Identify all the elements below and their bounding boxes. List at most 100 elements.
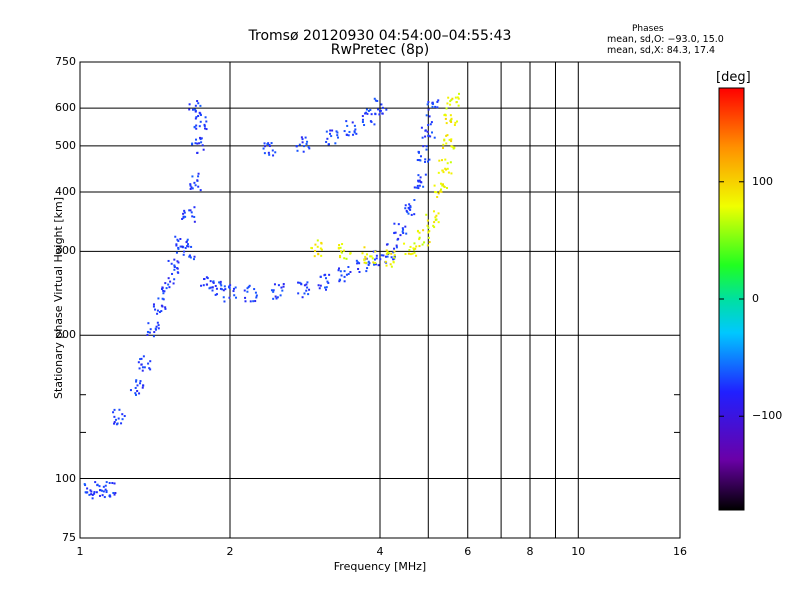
data-point xyxy=(385,108,388,111)
data-point xyxy=(345,120,348,123)
data-point xyxy=(93,491,96,494)
data-point xyxy=(345,257,348,260)
data-point xyxy=(177,247,180,250)
data-point xyxy=(140,357,143,360)
data-point xyxy=(343,130,346,133)
data-point xyxy=(390,252,393,255)
data-point xyxy=(103,496,106,499)
data-point xyxy=(175,251,178,254)
data-point xyxy=(444,167,447,170)
data-point xyxy=(102,490,105,493)
data-point xyxy=(152,303,155,306)
data-point xyxy=(94,481,97,484)
data-point xyxy=(171,272,174,275)
data-point xyxy=(393,247,396,250)
data-point xyxy=(320,248,323,251)
data-point xyxy=(427,236,430,239)
data-point xyxy=(316,245,319,248)
data-point xyxy=(435,214,438,217)
data-point xyxy=(164,282,167,285)
x-tick-label: 4 xyxy=(376,545,384,558)
data-point xyxy=(246,290,249,293)
data-point xyxy=(319,247,322,250)
data-point xyxy=(375,257,378,260)
data-point xyxy=(305,142,308,145)
data-point xyxy=(373,263,376,266)
data-point xyxy=(426,219,429,222)
colorbar-tick-label: 100 xyxy=(752,174,773,188)
data-point xyxy=(184,215,187,218)
data-point xyxy=(198,125,201,128)
data-point xyxy=(200,141,203,144)
data-point xyxy=(429,123,432,126)
data-point xyxy=(198,142,201,145)
data-point xyxy=(268,153,271,156)
data-point xyxy=(337,269,340,272)
data-point xyxy=(457,97,460,100)
data-point xyxy=(202,148,205,151)
data-point xyxy=(282,285,285,288)
data-point xyxy=(181,245,184,248)
data-point xyxy=(219,287,222,290)
data-point xyxy=(457,104,460,107)
data-point xyxy=(282,283,285,286)
data-point xyxy=(363,258,366,261)
data-point xyxy=(169,280,172,283)
data-point xyxy=(101,494,104,497)
data-point xyxy=(268,144,271,147)
data-point xyxy=(308,147,311,150)
data-point xyxy=(301,138,304,141)
data-point xyxy=(211,286,214,289)
data-point xyxy=(374,250,377,253)
data-point xyxy=(102,485,105,488)
data-point xyxy=(112,411,115,414)
data-point xyxy=(393,232,396,235)
data-point xyxy=(381,112,384,115)
data-point xyxy=(274,295,277,298)
data-point xyxy=(162,289,165,292)
data-point xyxy=(232,290,235,293)
data-point xyxy=(176,238,179,241)
data-point xyxy=(338,280,341,283)
data-point xyxy=(393,222,396,225)
data-point xyxy=(105,481,108,484)
data-point xyxy=(181,217,184,220)
data-point xyxy=(401,227,404,230)
data-point xyxy=(317,284,320,287)
data-point xyxy=(419,159,422,162)
data-point xyxy=(454,121,457,124)
data-point xyxy=(176,267,179,270)
data-point xyxy=(409,253,412,256)
data-point xyxy=(402,228,405,231)
data-point xyxy=(426,103,429,106)
data-point xyxy=(203,278,206,281)
data-point xyxy=(378,110,381,113)
data-point xyxy=(305,283,308,286)
data-point xyxy=(417,187,420,190)
data-point xyxy=(162,292,165,295)
data-point xyxy=(233,294,236,297)
data-point xyxy=(196,100,199,103)
data-point xyxy=(343,257,346,260)
data-point xyxy=(114,492,117,495)
data-point xyxy=(141,369,144,372)
data-point xyxy=(407,212,410,215)
data-point xyxy=(186,245,189,248)
phases-x-stats: mean, sd,X: 84.3, 17.4 xyxy=(607,45,716,56)
x-tick-label: 8 xyxy=(526,545,534,558)
x-tick-label: 10 xyxy=(571,545,586,558)
data-point xyxy=(118,408,121,411)
data-point xyxy=(279,294,282,297)
data-point xyxy=(339,246,342,249)
data-point xyxy=(303,292,306,295)
data-point xyxy=(199,138,202,141)
data-point xyxy=(431,105,434,108)
data-point xyxy=(421,243,424,246)
data-point xyxy=(380,103,383,106)
data-point xyxy=(232,287,235,290)
data-point xyxy=(306,281,309,284)
data-point xyxy=(327,282,330,285)
data-point xyxy=(172,282,175,285)
data-point xyxy=(149,360,152,363)
